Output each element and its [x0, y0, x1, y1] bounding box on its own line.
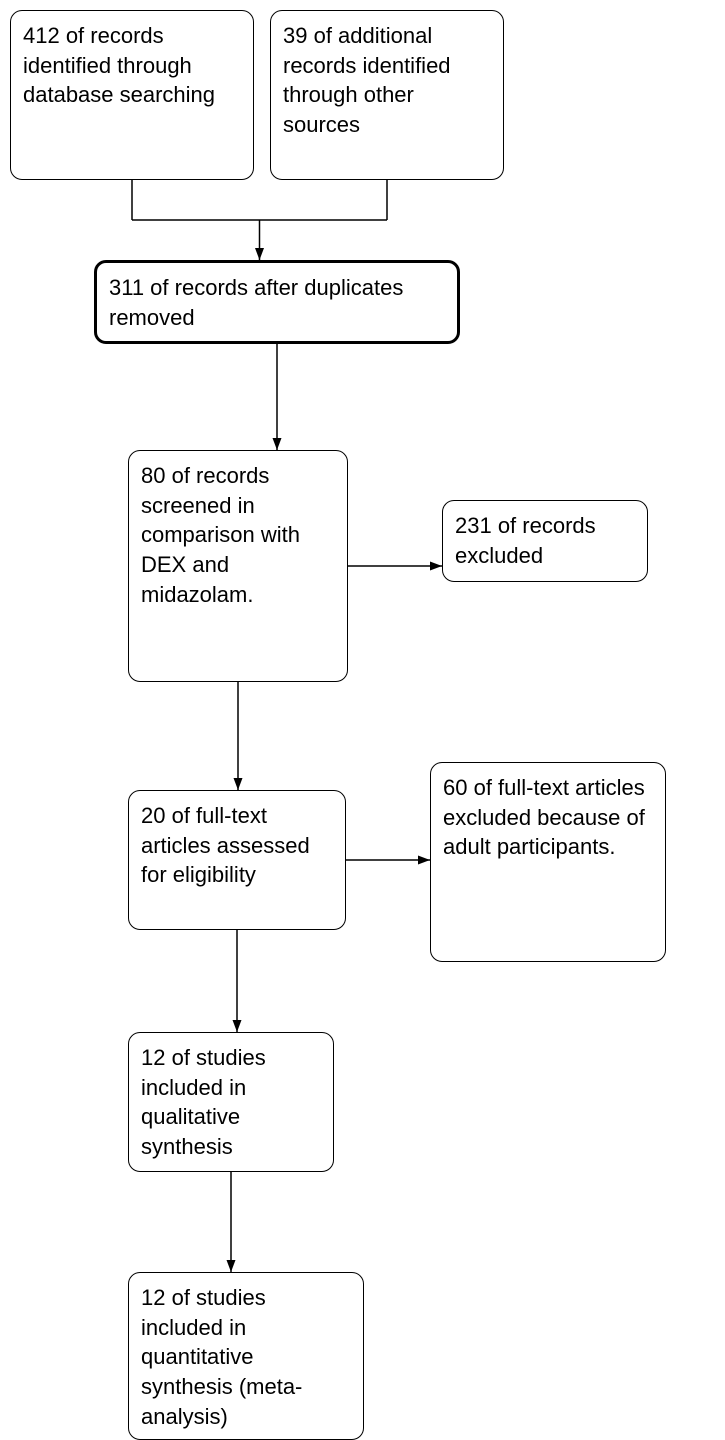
- node-label: 60 of full-text articles excluded becaus…: [443, 775, 645, 859]
- node-records-after-duplicates: 311 of records after duplicates removed: [94, 260, 460, 344]
- node-label: 12 of studies included in qualitative sy…: [141, 1045, 266, 1159]
- node-qualitative-synthesis: 12 of studies included in qualitative sy…: [128, 1032, 334, 1172]
- node-label: 39 of additional records identified thro…: [283, 23, 451, 137]
- node-quantitative-synthesis: 12 of studies included in quantitative s…: [128, 1272, 364, 1440]
- node-fulltext-assessed: 20 of full-text articles assessed for el…: [128, 790, 346, 930]
- node-label: 412 of records identified through databa…: [23, 23, 215, 107]
- node-label: 231 of records excluded: [455, 513, 596, 568]
- node-fulltext-excluded: 60 of full-text articles excluded becaus…: [430, 762, 666, 962]
- edges-layer: [0, 0, 725, 1440]
- node-label: 12 of studies included in quantitative s…: [141, 1285, 302, 1429]
- node-records-excluded: 231 of records excluded: [442, 500, 648, 582]
- node-records-identified-other: 39 of additional records identified thro…: [270, 10, 504, 180]
- node-label: 311 of records after duplicates removed: [109, 275, 403, 330]
- node-records-identified-databases: 412 of records identified through databa…: [10, 10, 254, 180]
- node-records-screened: 80 of records screened in comparison wit…: [128, 450, 348, 682]
- flowchart-canvas: 412 of records identified through databa…: [0, 0, 725, 1440]
- node-label: 20 of full-text articles assessed for el…: [141, 803, 310, 887]
- node-label: 80 of records screened in comparison wit…: [141, 463, 300, 607]
